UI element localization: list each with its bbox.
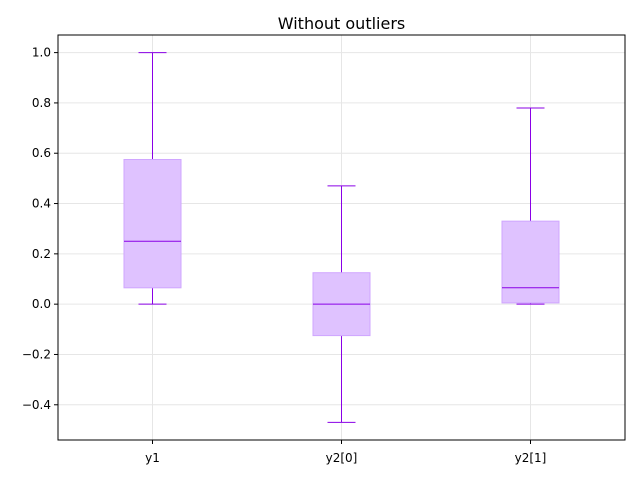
iqr-box: [123, 159, 182, 289]
x-tick-label: y2[1]: [515, 451, 547, 465]
y-tick-label: 1.0: [32, 46, 51, 60]
box-y1: [123, 52, 182, 305]
y-tick-label: 0.4: [32, 197, 51, 211]
y-tick-label: 0.6: [32, 146, 51, 160]
y-tick-label: −0.4: [22, 398, 51, 412]
x-tick-label: y2[0]: [326, 451, 358, 465]
x-axis: y1 y2[0] y2[1]: [145, 440, 546, 465]
box-y2[1]: [501, 107, 560, 305]
boxes-layer: [123, 52, 560, 423]
y-tick-label: −0.2: [22, 347, 51, 361]
y-tick-label: 0.0: [32, 297, 51, 311]
box-y2[0]: [312, 185, 371, 423]
y-tick-label: 0.8: [32, 96, 51, 110]
y-tick-label: 0.2: [32, 247, 51, 261]
y-axis: −0.4 −0.2 0.0 0.2 0.4 0.6 0.8 1.0: [22, 46, 58, 412]
x-tick-label: y1: [145, 451, 160, 465]
chart-title: Without outliers: [278, 14, 405, 33]
iqr-box: [501, 220, 560, 304]
